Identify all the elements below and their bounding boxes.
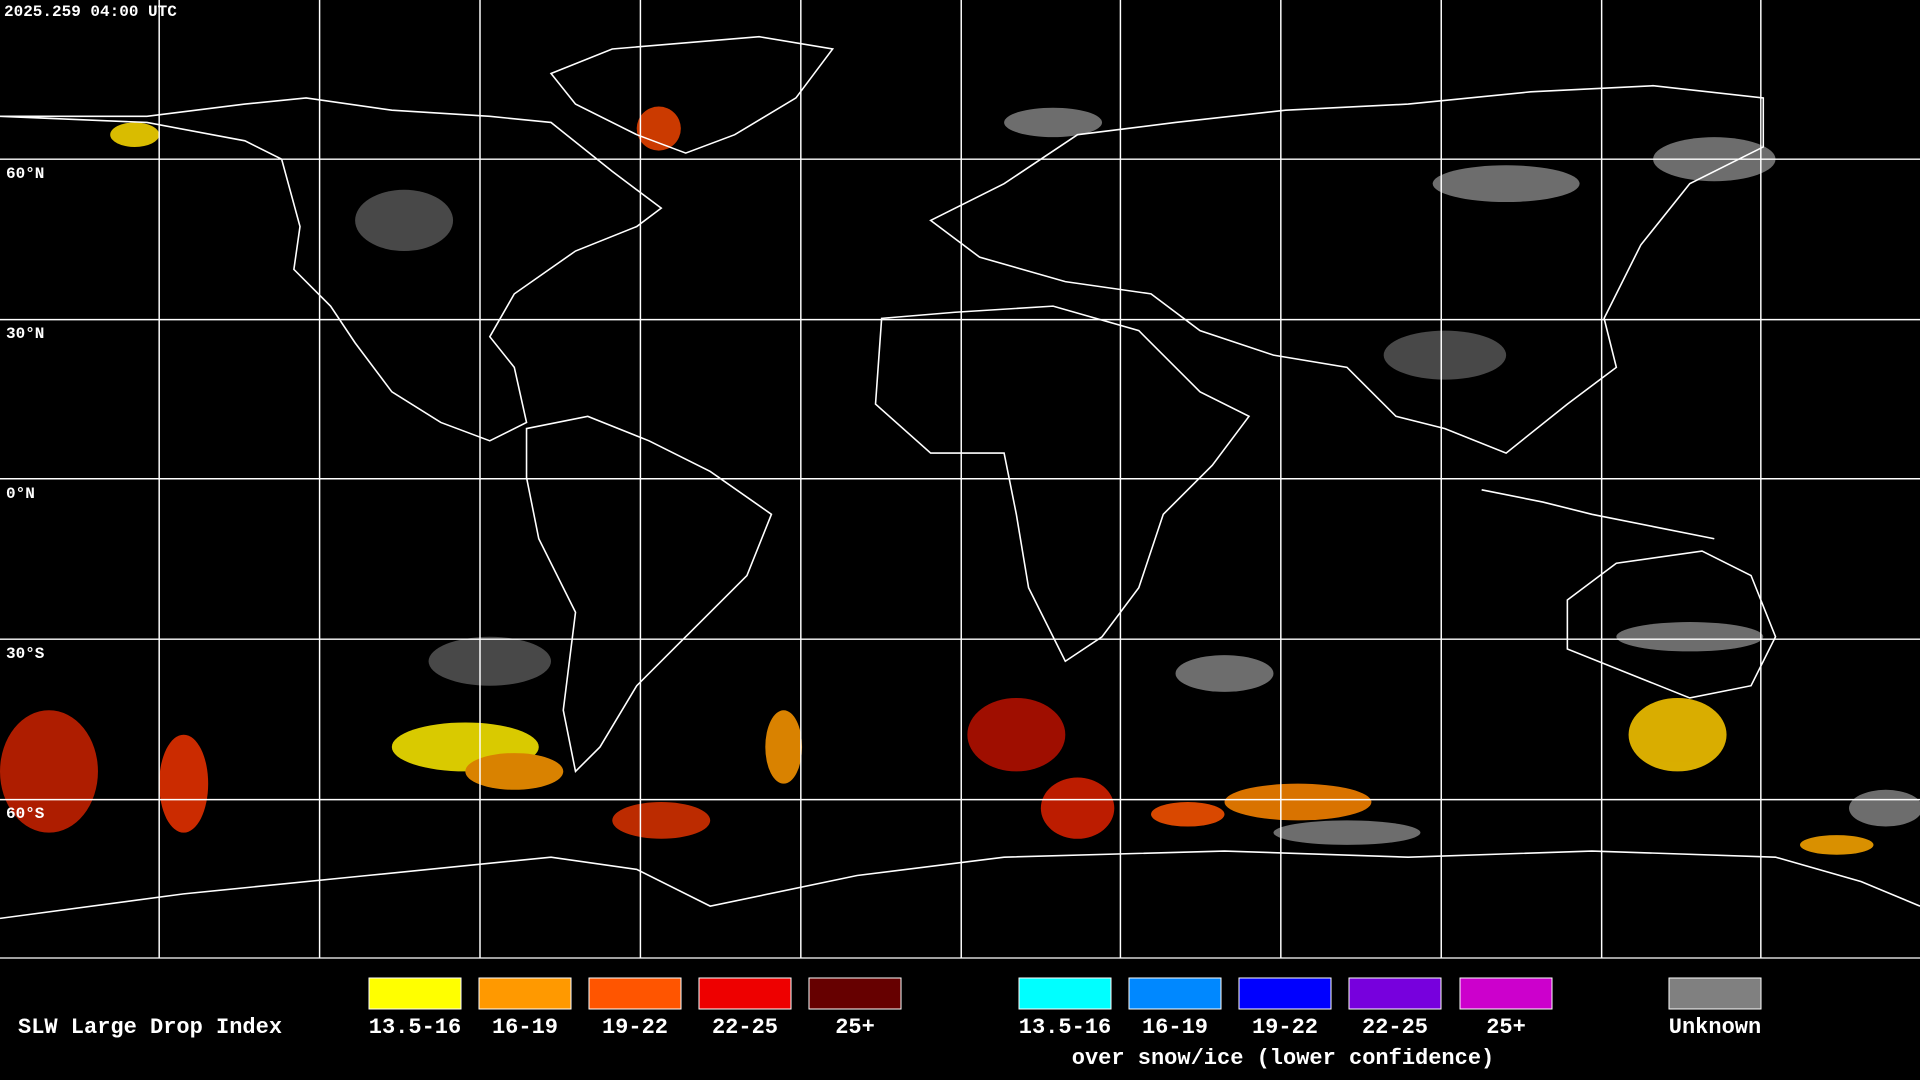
legend-label: 13.5-16 xyxy=(1019,1015,1111,1040)
legend-label: 16-19 xyxy=(1142,1015,1208,1040)
legend-label: Unknown xyxy=(1669,1015,1761,1040)
legend-swatch xyxy=(588,977,682,1010)
latitude-label: 30°S xyxy=(6,645,45,663)
legend-label: 19-22 xyxy=(602,1015,668,1040)
legend-swatch xyxy=(808,977,902,1010)
legend-swatch xyxy=(1238,977,1332,1010)
coastlines xyxy=(0,35,1920,920)
legend-title: SLW Large Drop Index xyxy=(18,1015,282,1040)
legend-label: 16-19 xyxy=(492,1015,558,1040)
legend-swatch xyxy=(1018,977,1112,1010)
legend-swatch xyxy=(698,977,792,1010)
legend-label: 25+ xyxy=(1486,1015,1526,1040)
legend-swatch xyxy=(1128,977,1222,1010)
legend-label: 13.5-16 xyxy=(369,1015,461,1040)
latitude-label: 60°N xyxy=(6,165,44,183)
timestamp: 2025.259 04:00 UTC xyxy=(4,3,177,21)
legend-swatch xyxy=(1668,977,1762,1010)
legend-swatch xyxy=(478,977,572,1010)
legend-label: 22-25 xyxy=(1362,1015,1428,1040)
legend-label: 22-25 xyxy=(712,1015,778,1040)
latitude-label: 30°N xyxy=(6,325,44,343)
graticule xyxy=(0,0,1920,958)
legend-swatch xyxy=(1348,977,1442,1010)
latitude-label: 60°S xyxy=(6,805,45,823)
latitude-label: 0°N xyxy=(6,485,35,503)
legend-swatch xyxy=(1459,977,1553,1010)
map-layer xyxy=(0,0,1920,958)
legend-label: 19-22 xyxy=(1252,1015,1318,1040)
legend-caption: over snow/ice (lower confidence) xyxy=(1072,1046,1494,1071)
cloud-patches xyxy=(0,106,1920,855)
legend-label: 25+ xyxy=(835,1015,875,1040)
legend-swatch xyxy=(368,977,462,1010)
